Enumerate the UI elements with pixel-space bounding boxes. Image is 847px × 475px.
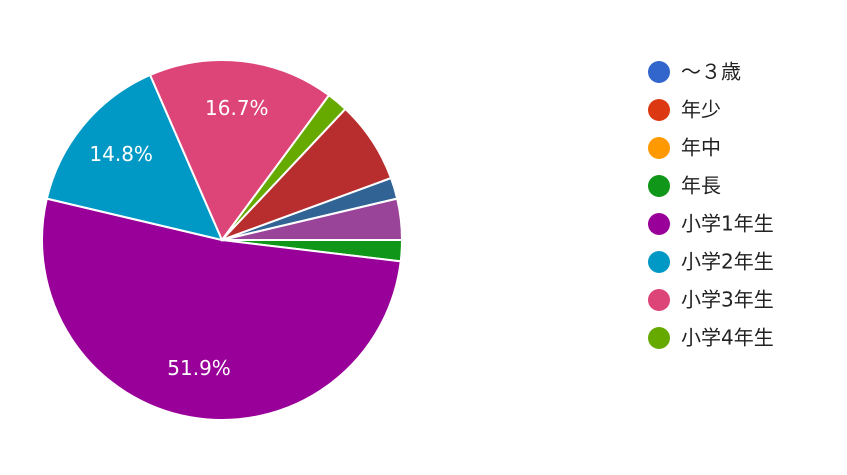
data-label: 14.8% (89, 142, 153, 166)
legend-label: 年長 (681, 174, 721, 198)
legend-swatch (648, 99, 670, 121)
legend-label: 年少 (681, 98, 721, 122)
legend-label: 〜３歳 (681, 60, 741, 84)
pie-slice (45, 73, 224, 242)
legend-swatch (648, 61, 670, 83)
legend-label: 小学3年生 (681, 288, 774, 312)
legend-swatch (648, 251, 670, 273)
legend-label: 小学1年生 (681, 212, 774, 236)
pie-slice (221, 197, 404, 241)
legend-swatch (648, 289, 670, 311)
pie-slice (41, 197, 402, 421)
legend-label: 小学4年生 (681, 326, 774, 350)
legend-label: 年中 (681, 136, 721, 160)
legend-label: 小学2年生 (681, 250, 774, 274)
legend-swatch (648, 327, 670, 349)
data-label: 16.7% (205, 96, 269, 120)
data-label: 51.9% (167, 356, 231, 380)
legend-swatch (648, 137, 670, 159)
legend-swatch (648, 213, 670, 235)
pie-slice (148, 59, 331, 242)
legend-swatch (648, 175, 670, 197)
